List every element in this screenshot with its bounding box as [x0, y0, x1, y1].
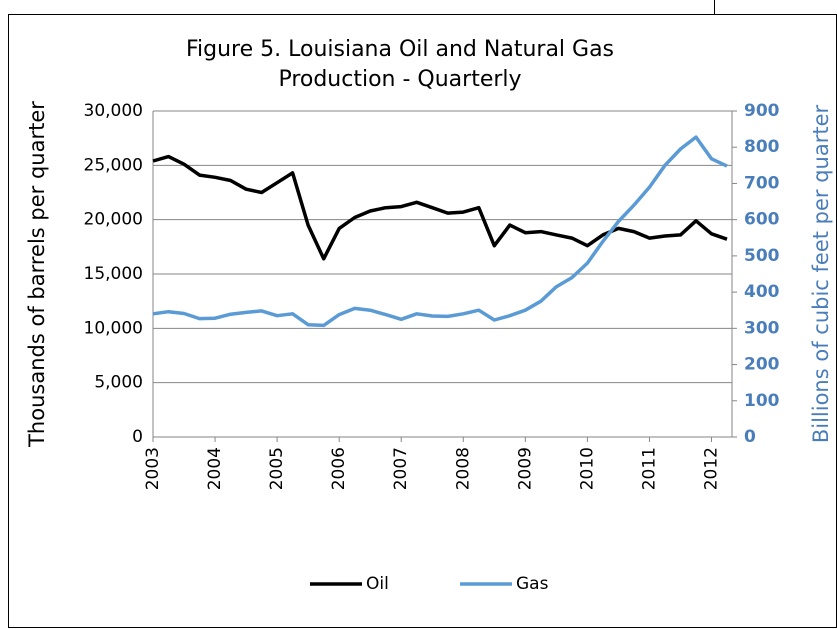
series-line [152, 135, 728, 328]
y-tick-label: 5,000 [94, 373, 143, 393]
x-tick-label: 2004 [205, 447, 225, 490]
y2-tick-label: 100 [744, 391, 780, 411]
x-tick-label: 2007 [391, 447, 411, 490]
chart-title: Figure 5. Louisiana Oil and Natural Gas [186, 37, 614, 62]
x-tick-label: 2005 [267, 447, 287, 490]
x-tick-label: 2011 [639, 447, 659, 490]
y2-tick-label: 500 [744, 246, 780, 266]
x-tick-label: 2010 [577, 447, 597, 490]
y2-tick-label: 900 [744, 101, 780, 121]
legend-label: Oil [366, 574, 389, 594]
series-line [152, 154, 728, 261]
y2-tick-label: 0 [744, 427, 756, 447]
x-tick-label: 2003 [143, 447, 163, 490]
y2-tick-label: 600 [744, 210, 780, 230]
y2-tick-label: 300 [744, 318, 780, 338]
y2-axis-label: Billions of cubic feet per quarter [809, 104, 833, 443]
x-tick-label: 2012 [702, 447, 722, 490]
y-tick-label: 15,000 [84, 264, 143, 284]
y2-tick-label: 400 [744, 282, 780, 302]
x-tick-label: 2006 [329, 447, 349, 490]
legend-label: Gas [516, 574, 549, 594]
y-axis-label: Thousands of barrels per quarter [25, 101, 49, 448]
y-tick-label: 0 [132, 427, 143, 447]
y-tick-label: 10,000 [84, 318, 143, 338]
y-tick-label: 20,000 [84, 210, 143, 230]
y2-tick-label: 800 [744, 137, 780, 157]
y2-tick-label: 700 [744, 173, 780, 193]
chart-title: Production - Quarterly [278, 67, 521, 92]
x-tick-label: 2008 [453, 447, 473, 490]
y-tick-label: 25,000 [84, 155, 143, 175]
y-tick-label: 30,000 [84, 101, 143, 121]
x-tick-label: 2009 [515, 447, 535, 490]
y2-tick-label: 200 [744, 355, 780, 375]
